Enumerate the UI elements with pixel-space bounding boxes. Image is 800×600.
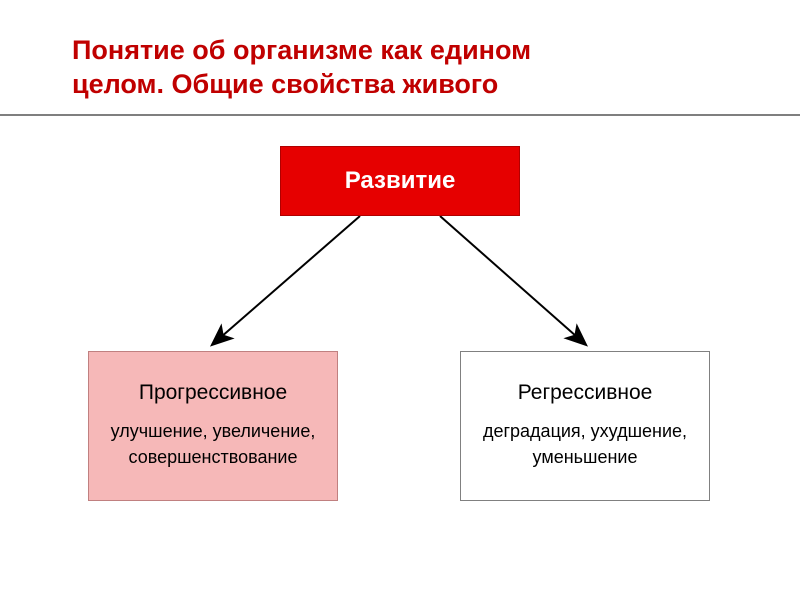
right-node-heading: Регрессивное	[518, 381, 653, 405]
left-node-body: улучшение, увеличение, совершенствование	[99, 419, 327, 469]
left-node: Прогрессивное улучшение, увеличение, сов…	[88, 351, 338, 501]
slide-title-area: Понятие об организме как едином целом. О…	[0, 0, 800, 114]
title-line-2: целом. Общие свойства живого	[72, 69, 498, 99]
arrow-right	[440, 216, 585, 344]
slide-title: Понятие об организме как едином целом. О…	[72, 34, 740, 102]
right-node: Регрессивное деградация, ухудшение, умен…	[460, 351, 710, 501]
root-node-label: Развитие	[345, 167, 456, 195]
diagram-area: Развитие Прогрессивное улучшение, увелич…	[0, 116, 800, 546]
right-node-body: деградация, ухудшение, уменьшение	[471, 419, 699, 469]
root-node: Развитие	[280, 146, 520, 216]
left-node-heading: Прогрессивное	[139, 381, 287, 405]
title-line-1: Понятие об организме как едином	[72, 35, 531, 65]
arrow-left	[213, 216, 360, 344]
